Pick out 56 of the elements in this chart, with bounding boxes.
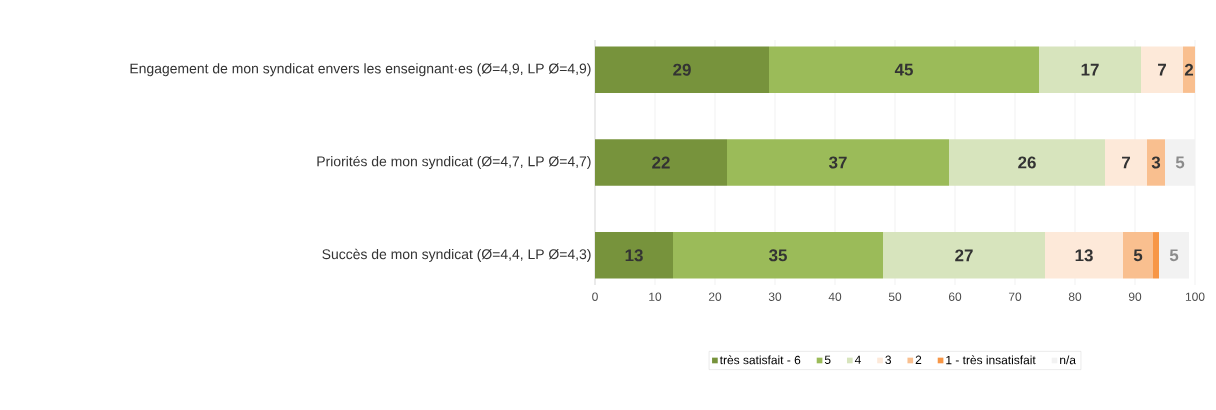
legend-label: 2 <box>915 355 922 364</box>
legend-label: 3 <box>885 355 891 365</box>
bar <box>1147 139 1166 186</box>
x-tick-label: 100 <box>1185 292 1205 301</box>
x-tick-label: 10 <box>649 292 662 301</box>
data-label: 7 <box>1122 156 1130 169</box>
bar <box>1159 232 1190 279</box>
bar <box>1105 139 1148 186</box>
x-tick-label: 60 <box>948 292 962 301</box>
data-label: 2 <box>1184 63 1194 76</box>
bar <box>595 232 673 279</box>
data-label: 5 <box>1175 156 1185 169</box>
x-tick-label: 50 <box>888 292 902 301</box>
x-tick-label: 20 <box>708 292 722 301</box>
data-label: 37 <box>828 156 847 169</box>
bar <box>1123 232 1154 279</box>
bar <box>769 46 1040 93</box>
bar <box>595 139 727 186</box>
bar <box>1045 232 1124 279</box>
bar <box>1165 139 1196 186</box>
data-label: 5 <box>1169 249 1179 262</box>
data-label: 7 <box>1158 63 1166 76</box>
legend-label: 4 <box>854 355 861 364</box>
bar <box>949 139 1106 186</box>
bar <box>1141 46 1184 93</box>
x-tick-label: 80 <box>1068 292 1082 301</box>
data-label: 5 <box>1133 249 1143 262</box>
x-tick-label: 0 <box>592 292 598 301</box>
legend-label: n/a <box>1060 355 1076 365</box>
x-tick-label: 90 <box>1128 292 1142 301</box>
bar <box>883 232 1046 279</box>
legend-label: très satisfait - 6 <box>719 355 801 365</box>
data-label: 26 <box>1018 156 1036 169</box>
data-label: 22 <box>652 156 670 169</box>
y-tick-label: Priorités de mon syndicat (Ø=4,7, LP Ø=4,7) <box>317 155 591 170</box>
x-tick-label: 40 <box>828 292 842 301</box>
bar <box>1183 46 1196 93</box>
bar <box>1039 46 1142 93</box>
y-tick-label: Engagement de mon syndicat envers les enseignant·es (Ø=4,9, LP Ø=4,9) <box>130 63 591 77</box>
data-label: 29 <box>673 63 691 76</box>
y-tick-label: Succès de mon syndicat (Ø=4,4, LP Ø=4,3) <box>322 248 591 262</box>
bar <box>1153 232 1160 279</box>
data-label: 45 <box>894 63 913 76</box>
bar <box>673 232 883 279</box>
bar <box>727 139 950 186</box>
data-label: 13 <box>1075 249 1093 262</box>
legend-label: 5 <box>824 355 831 364</box>
legend-label: 1 - très insatisfait <box>946 355 1036 365</box>
x-tick-label: 70 <box>1008 292 1022 301</box>
data-label: 35 <box>768 249 787 262</box>
data-label: 3 <box>1151 156 1161 169</box>
x-tick-label: 30 <box>768 292 782 301</box>
data-label: 17 <box>1081 63 1099 76</box>
data-label: 27 <box>955 249 973 262</box>
bar <box>595 46 769 93</box>
data-label: 13 <box>625 249 643 262</box>
